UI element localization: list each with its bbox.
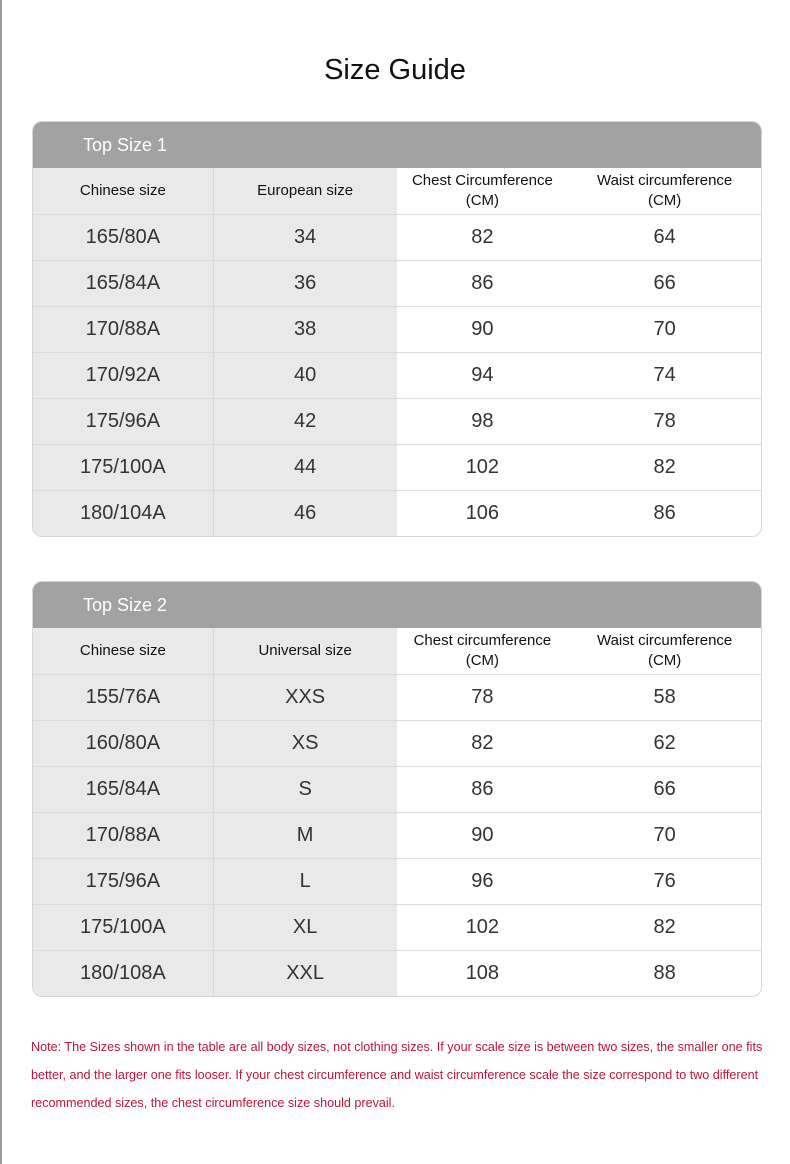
page-title: Size Guide (324, 54, 466, 86)
column-header: Waist circumference (CM) (596, 632, 733, 669)
table-cell: 165/80A (33, 215, 214, 260)
header-row: Chinese size Universal size Chest circumfe… (33, 628, 761, 674)
table-cell: 66 (653, 272, 676, 294)
table-row: 160/80A XS 82 62 (33, 720, 761, 766)
table-cell: 82 (471, 226, 494, 248)
table-cell: 90 (471, 824, 494, 846)
table-cell: XXS (213, 675, 397, 720)
table-cell: 170/92A (33, 353, 214, 398)
table-cell: XS (213, 721, 397, 766)
table-cell: 38 (213, 307, 397, 352)
table-cell: 86 (471, 272, 494, 294)
table-cell: 106 (465, 502, 500, 524)
table-row: 165/80A 34 82 64 (33, 214, 761, 260)
table-cell: 82 (653, 916, 676, 938)
table-cell: 175/100A (33, 905, 214, 950)
table-cell: XXL (213, 951, 397, 996)
table-cell: 175/100A (33, 445, 214, 490)
table-cell: 74 (653, 364, 676, 386)
table-cell: 96 (471, 870, 494, 892)
table-cell: 170/88A (33, 307, 214, 352)
table-cell: 102 (465, 456, 500, 478)
table-cell: 165/84A (33, 261, 214, 306)
table-cell: 86 (653, 502, 676, 524)
table-cell: L (213, 859, 397, 904)
table-title: Top Size 1 (33, 122, 761, 168)
table-cell: 160/80A (33, 721, 214, 766)
table-cell: 64 (653, 226, 676, 248)
table-cell: 88 (653, 962, 676, 984)
table-cell: 70 (653, 824, 676, 846)
table-cell: 46 (213, 491, 397, 536)
table-cell: 66 (653, 778, 676, 800)
table-cell: 62 (653, 732, 676, 754)
table-row: 170/88A M 90 70 (33, 812, 761, 858)
table-row: 170/92A 40 94 74 (33, 352, 761, 398)
table-cell: 180/108A (33, 951, 214, 996)
size-table-2: Top Size 2 Chinese size Universal size Ches… (32, 581, 762, 997)
table-cell: M (213, 813, 397, 858)
table-cell: 175/96A (33, 399, 214, 444)
column-header: Universal size (213, 628, 397, 674)
table-row: 165/84A 36 86 66 (33, 260, 761, 306)
table-row: 180/108A XXL 108 88 (33, 950, 761, 996)
table-title: Top Size 2 (33, 582, 761, 628)
table-cell: 94 (471, 364, 494, 386)
column-header: Chinese size (33, 628, 214, 674)
table-cell: 34 (213, 215, 397, 260)
column-header: Chest Circumference (CM) (411, 172, 553, 209)
table-row: 175/96A 42 98 78 (33, 398, 761, 444)
table-cell: 82 (653, 456, 676, 478)
table-cell: 36 (213, 261, 397, 306)
table-cell: 82 (471, 732, 494, 754)
table-cell: 76 (653, 870, 676, 892)
table-cell: 42 (213, 399, 397, 444)
table-cell: S (213, 767, 397, 812)
table-cell: 155/76A (33, 675, 214, 720)
size-note: Note: The Sizes shown in the table are a… (31, 1040, 763, 1110)
table-cell: 180/104A (33, 491, 214, 536)
table-row: 170/88A 38 90 70 (33, 306, 761, 352)
size-table-1: Top Size 1 Chinese size European size Chest… (32, 121, 762, 537)
column-header: Waist circumference (CM) (596, 172, 733, 209)
table-cell: 70 (653, 318, 676, 340)
table-cell: 90 (471, 318, 494, 340)
table-cell: 165/84A (33, 767, 214, 812)
table-cell: 40 (213, 353, 397, 398)
table-row: 175/100A XL 102 82 (33, 904, 761, 950)
table-cell: XL (213, 905, 397, 950)
header-row: Chinese size European size Chest Circumfer… (33, 168, 761, 214)
table-cell: 108 (465, 962, 500, 984)
column-header: European size (213, 168, 397, 214)
table-cell: 44 (213, 445, 397, 490)
table-cell: 98 (471, 410, 494, 432)
table-cell: 78 (653, 410, 676, 432)
table-row: 175/100A 44 102 82 (33, 444, 761, 490)
left-border (0, 0, 2, 1164)
table-row: 155/76A XXS 78 58 (33, 674, 761, 720)
table-cell: 102 (465, 916, 500, 938)
table-row: 165/84A S 86 66 (33, 766, 761, 812)
column-header: Chinese size (33, 168, 214, 214)
table-cell: 86 (471, 778, 494, 800)
table-cell: 170/88A (33, 813, 214, 858)
table-cell: 58 (653, 686, 676, 708)
table-cell: 175/96A (33, 859, 214, 904)
column-header: Chest circumference (CM) (413, 632, 552, 669)
table-cell: 78 (471, 686, 494, 708)
table-row: 175/96A L 96 76 (33, 858, 761, 904)
table-row: 180/104A 46 106 86 (33, 490, 761, 536)
